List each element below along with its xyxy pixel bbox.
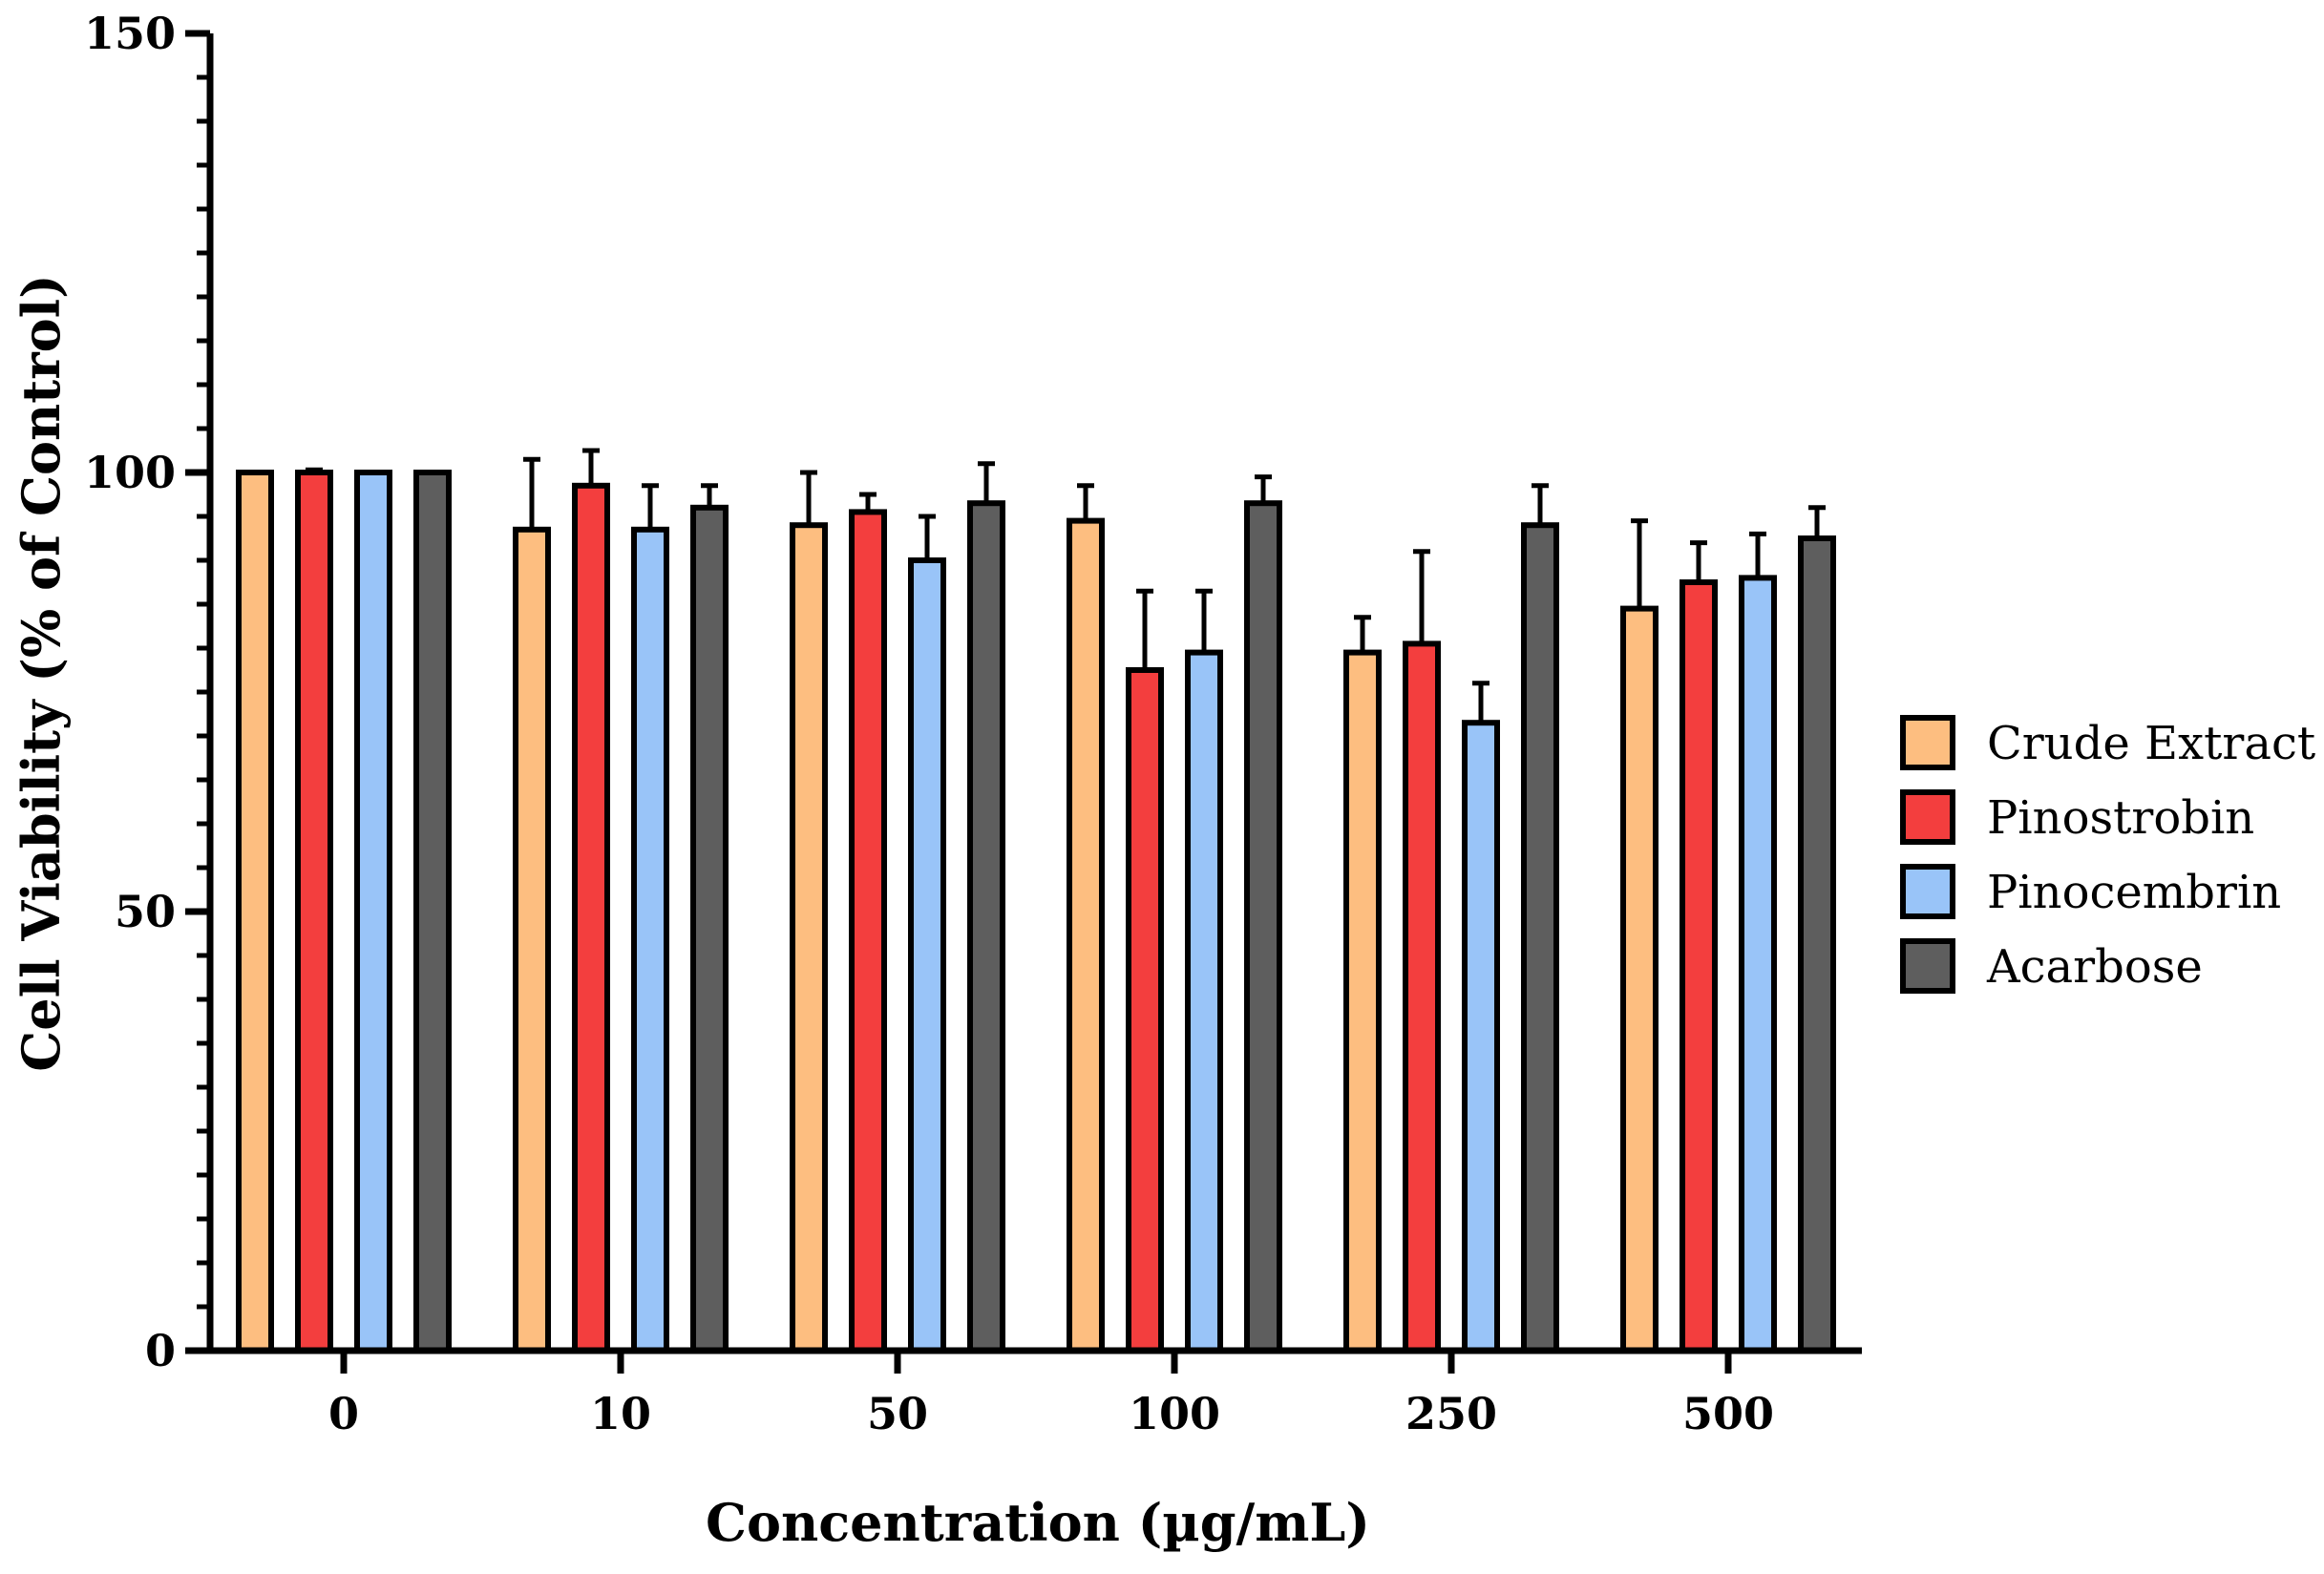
x-axis-title: Concentration (µg/mL) bbox=[706, 1492, 1370, 1553]
bar-pinostrobin bbox=[1403, 640, 1441, 1354]
bar-pinostrobin bbox=[572, 482, 610, 1354]
bar-pinostrobin bbox=[295, 470, 333, 1354]
y-tick-label: 50 bbox=[115, 886, 176, 937]
bar-acarbose bbox=[967, 500, 1005, 1354]
y-tick-label: 150 bbox=[84, 8, 176, 59]
y-axis-title: Cell Viability (% of Control) bbox=[11, 274, 72, 1071]
legend-label: Acarbose bbox=[1986, 940, 2203, 994]
legend-label: Pinostrobin bbox=[1987, 791, 2254, 845]
bar-pinostrobin bbox=[1680, 579, 1718, 1354]
bar-crude-extract bbox=[236, 470, 274, 1354]
legend: Crude Extract Pinostrobin Pinocembrin Acarb… bbox=[1900, 715, 2315, 994]
bar-crude-extract bbox=[790, 522, 828, 1354]
x-tick-label: 10 bbox=[590, 1388, 651, 1439]
plot-area: 0 50 100 150 0 10 50 100 250 500 bbox=[84, 8, 1862, 1439]
x-tick-label: 100 bbox=[1129, 1388, 1220, 1439]
bar-acarbose bbox=[690, 504, 729, 1354]
bar-crude-extract bbox=[1343, 649, 1382, 1354]
bar-pinocembrin bbox=[1739, 575, 1777, 1354]
legend-label: Crude Extract bbox=[1987, 717, 2315, 770]
y-tick-label: 0 bbox=[145, 1325, 176, 1376]
bar-crude-extract bbox=[513, 526, 551, 1354]
bar-crude-extract bbox=[1620, 605, 1658, 1354]
bar-acarbose bbox=[413, 470, 452, 1354]
bar-acarbose bbox=[1798, 535, 1836, 1354]
legend-swatch bbox=[1900, 715, 1955, 770]
x-tick-label: 50 bbox=[867, 1388, 928, 1439]
legend-swatch bbox=[1900, 938, 1955, 994]
x-tick-label: 250 bbox=[1405, 1388, 1497, 1439]
bar-pinocembrin bbox=[354, 470, 392, 1354]
bar-pinocembrin bbox=[1185, 649, 1223, 1354]
legend-label: Pinocembrin bbox=[1987, 866, 2281, 919]
bar-pinocembrin bbox=[631, 526, 669, 1354]
bar-pinocembrin bbox=[1462, 720, 1500, 1354]
bar-acarbose bbox=[1244, 500, 1282, 1354]
legend-swatch bbox=[1900, 789, 1955, 845]
bar-pinostrobin bbox=[849, 509, 887, 1354]
bar-crude-extract bbox=[1067, 517, 1105, 1354]
bar-acarbose bbox=[1521, 522, 1559, 1354]
legend-swatch bbox=[1900, 864, 1955, 919]
x-tick-label: 500 bbox=[1682, 1388, 1774, 1439]
bar-pinocembrin bbox=[908, 557, 946, 1354]
bar-pinostrobin bbox=[1126, 667, 1164, 1354]
x-tick-label: 0 bbox=[328, 1388, 359, 1439]
y-tick-label: 100 bbox=[84, 447, 176, 498]
